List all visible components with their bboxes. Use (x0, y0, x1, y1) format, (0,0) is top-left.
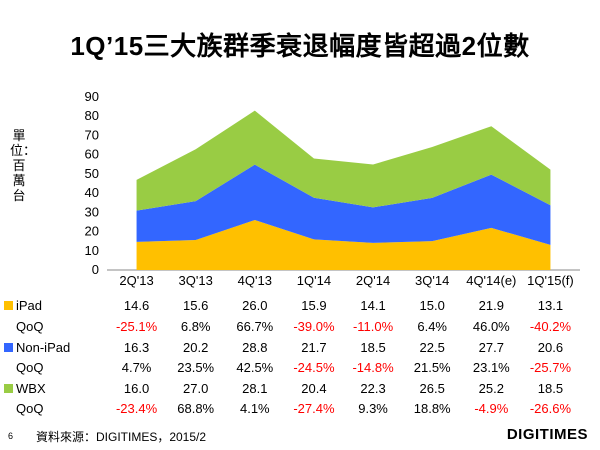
value-cell: 16.3 (123, 340, 150, 355)
y-tick-label: 0 (92, 262, 99, 277)
chart-title: 1Q’15三大族群季衰退幅度皆超過2位數 (70, 31, 530, 61)
table-row-ipad-values: iPad 14.6 15.6 26.0 15.9 14.1 15.0 21.9 13.1 (0, 296, 600, 316)
value-cell: 14.1 (360, 298, 386, 313)
qoq-cell: -27.4% (293, 401, 335, 416)
qoq-cell: 23.1% (472, 360, 510, 375)
qoq-cell: -24.5% (293, 360, 335, 375)
value-cell: 18.5 (360, 340, 386, 355)
qoq-cell: 21.5% (413, 360, 451, 375)
value-cell: 13.1 (537, 298, 564, 313)
y-tick-label: 50 (85, 166, 99, 181)
digitimes-logo: DIGITIMES (506, 426, 588, 443)
qoq-label: QoQ (16, 360, 44, 375)
area-non-ipad (136, 164, 551, 245)
value-cell: 20.2 (183, 340, 209, 355)
qoq-cell: -39.0% (293, 319, 335, 334)
series-name: Non-iPad (16, 340, 71, 355)
qoq-cell: -25.1% (115, 319, 158, 334)
legend-swatch-wbx (4, 384, 13, 393)
y-axis-ticks: 0 10 20 30 40 50 60 70 80 90 (85, 89, 99, 277)
qoq-cell: -25.7% (529, 360, 572, 375)
value-cell: 15.9 (301, 298, 327, 313)
y-tick-label: 30 (85, 204, 99, 219)
qoq-cell: 6.8% (180, 319, 211, 334)
qoq-cell: 18.8% (413, 401, 451, 416)
value-cell: 20.4 (301, 381, 327, 396)
table-row-non-ipad-qoq: QoQ 4.7% 23.5% 42.5% -24.5% -14.8% 21.5% 23.1% -… (0, 358, 600, 378)
value-cell: 16.0 (123, 381, 150, 396)
x-category-label: 4Q'14(e) (466, 273, 516, 288)
qoq-cell: 6.4% (417, 319, 447, 334)
y-tick-label: 40 (85, 185, 99, 200)
qoq-cell: -23.4% (115, 401, 158, 416)
y-tick-label: 20 (85, 224, 99, 239)
qoq-cell: -14.8% (352, 360, 394, 375)
series-name: WBX (16, 381, 46, 396)
legend-swatch-non-ipad (4, 343, 13, 352)
x-category-label: 1Q'14 (297, 273, 331, 288)
y-tick-label: 80 (85, 108, 99, 123)
x-axis-categories: 2Q'13 3Q'13 4Q'13 1Q'14 2Q'14 3Q'14 4Q'14(e) 1Q… (119, 273, 573, 288)
qoq-cell: 68.8% (177, 401, 215, 416)
value-cell: 26.5 (419, 381, 445, 396)
qoq-cell: 4.1% (239, 401, 270, 416)
x-category-label: 3Q'13 (179, 273, 213, 288)
qoq-cell: 9.3% (358, 401, 388, 416)
value-cell: 25.2 (478, 381, 504, 396)
value-cell: 27.7 (478, 340, 504, 355)
qoq-cell: 42.5% (236, 360, 274, 375)
value-cell: 28.8 (242, 340, 268, 355)
value-cell: 27.0 (183, 381, 209, 396)
qoq-cell: -4.9% (474, 401, 509, 416)
value-cell: 15.6 (183, 298, 209, 313)
value-cell: 20.6 (537, 340, 564, 355)
x-category-label: 3Q'14 (415, 273, 449, 288)
y-tick-label: 60 (85, 147, 99, 162)
x-category-label: 1Q'15(f) (527, 273, 574, 288)
qoq-cell: -26.6% (529, 401, 572, 416)
qoq-cell: 46.0% (472, 319, 510, 334)
table-row-non-ipad-values: Non-iPad 16.3 20.2 28.8 21.7 18.5 22.5 27.7 20.6 (0, 338, 600, 358)
qoq-label: QoQ (16, 319, 44, 334)
qoq-cell: -11.0% (352, 319, 394, 334)
x-category-label: 2Q'14 (356, 273, 390, 288)
y-tick-label: 70 (85, 127, 99, 142)
source-note: 資料來源：DIGITIMES，2015/2 (36, 430, 207, 444)
value-cell: 26.0 (242, 298, 268, 313)
value-cell: 15.0 (419, 298, 445, 313)
series-name: iPad (16, 298, 43, 313)
page-number: 6 (8, 431, 14, 441)
table-row-ipad-qoq: QoQ -25.1% 6.8% 66.7% -39.0% -11.0% 6.4% 46.0% -… (0, 317, 600, 337)
value-cell: 14.6 (123, 298, 150, 313)
value-cell: 22.3 (360, 381, 386, 396)
table-row-wbx-values: WBX 16.0 27.0 28.1 20.4 22.3 26.5 25.2 18.5 (0, 379, 600, 399)
value-cell: 21.9 (478, 298, 504, 313)
x-category-label: 4Q'13 (238, 273, 272, 288)
qoq-cell: 4.7% (121, 360, 152, 375)
x-category-label: 2Q'13 (119, 273, 153, 288)
y-tick-label: 10 (85, 243, 99, 258)
qoq-cell: 66.7% (236, 319, 274, 334)
qoq-cell: 23.5% (177, 360, 215, 375)
value-cell: 22.5 (419, 340, 445, 355)
area-series (136, 110, 551, 270)
legend-swatch-ipad (4, 301, 13, 310)
table-row-wbx-qoq: QoQ -23.4% 68.8% 4.1% -27.4% 9.3% 18.8% -4.9% -2… (0, 399, 600, 419)
y-tick-label: 90 (85, 89, 99, 104)
value-cell: 21.7 (301, 340, 327, 355)
value-cell: 28.1 (242, 381, 268, 396)
value-cell: 18.5 (537, 381, 564, 396)
area-ipad (136, 220, 551, 270)
area-wbx (136, 110, 551, 211)
qoq-label: QoQ (16, 401, 44, 416)
qoq-cell: -40.2% (529, 319, 572, 334)
